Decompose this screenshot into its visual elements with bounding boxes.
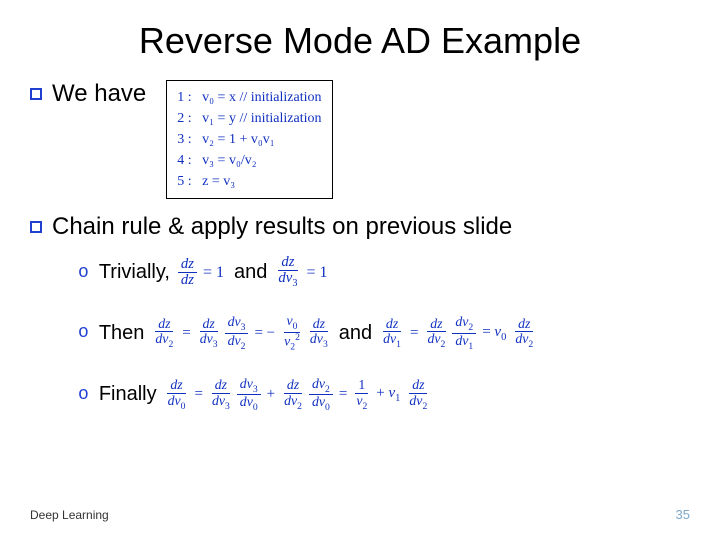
code-line-3: 3 : v₂ = 1 + v₀v₁ xyxy=(177,129,321,150)
footer-page-number: 35 xyxy=(676,507,690,522)
sub-bullet-icon: o xyxy=(78,385,89,405)
sub-bullet-icon: o xyxy=(78,263,89,283)
bullet-we-have-row: We have 1 : v₀ = x // initialization 2 :… xyxy=(30,80,690,199)
code-line-5: 5 : z = v₃ xyxy=(177,171,321,192)
bullet-square-icon xyxy=(30,221,42,233)
bullet-chain-rule-row: Chain rule & apply results on previous s… xyxy=(30,213,690,241)
bullet-chain-rule: Chain rule & apply results on previous s… xyxy=(52,213,512,241)
bullet-square-icon xyxy=(30,88,42,100)
code-line-1: 1 : v₀ = x // initialization xyxy=(177,87,321,108)
code-box: 1 : v₀ = x // initialization 2 : v₁ = y … xyxy=(166,80,332,199)
code-line-4: 4 : v₃ = v₀/v₂ xyxy=(177,150,321,171)
sub-finally-label: Finally xyxy=(99,383,157,406)
code-line-2: 2 : v₁ = y // initialization xyxy=(177,108,321,129)
math-dz-dv2: dzdv2 = dzdv3 dv3dv2 = − v0v22 dzdv3 xyxy=(150,314,332,352)
slide-container: Reverse Mode AD Example We have 1 : v₀ =… xyxy=(0,0,720,540)
sub-bullet-list: o Trivially, dzdz = 1 and dzdv3 = 1 o Th… xyxy=(78,255,690,413)
math-dz-dv0: dzdv0 = dzdv3 dv3dv0 + dzdv2 dv2dv0 = 1v… xyxy=(163,377,433,414)
sub-bullet-icon: o xyxy=(78,323,89,343)
sub-trivially-label: Trivially, xyxy=(99,261,170,284)
footer-course-name: Deep Learning xyxy=(30,508,109,522)
sub-trivially-row: o Trivially, dzdz = 1 and dzdv3 = 1 xyxy=(78,255,690,290)
math-dz-dv3: dzdv3 = 1 xyxy=(273,255,331,290)
math-dz-dv1: dzdv1 = dzdv2 dv2dv1 = v0 dzdv2 xyxy=(378,315,538,352)
sub-then-row: o Then dzdv2 = dzdv3 dv3dv2 = − v0v22 dz… xyxy=(78,314,690,352)
sub-and-label: and xyxy=(234,261,267,284)
math-dz-dz: dzdz = 1 xyxy=(176,257,228,289)
sub-finally-row: o Finally dzdv0 = dzdv3 dv3dv0 + dzdv2 d… xyxy=(78,377,690,414)
bullet-we-have: We have xyxy=(52,80,146,108)
sub-and2-label: and xyxy=(339,322,372,345)
sub-then-label: Then xyxy=(99,322,145,345)
slide-title: Reverse Mode AD Example xyxy=(30,20,690,62)
